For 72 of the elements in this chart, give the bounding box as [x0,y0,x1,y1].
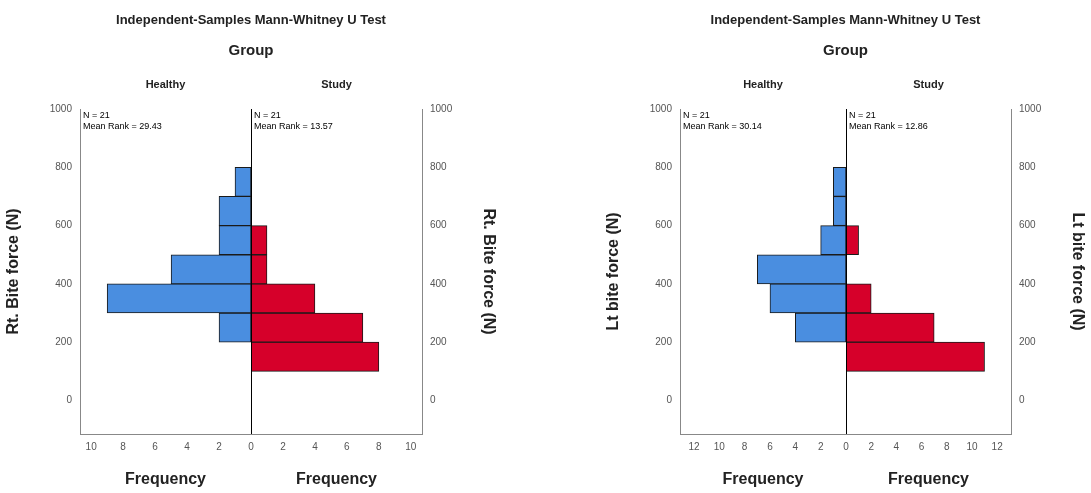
y-tick-label: 200 [1019,335,1037,347]
y-tick-label: 1000 [49,102,73,114]
x-tick-label: 10 [405,440,417,452]
y-tick-label: 800 [430,161,448,173]
y-axis-title: Rt. Bite force (N) [480,208,498,335]
x-tick-label: 8 [741,440,748,452]
x-axis-title: Frequency [125,469,207,487]
annotation: N = 21 [849,109,876,120]
annotation: Mean Rank = 29.43 [83,120,162,131]
x-tick-label: 4 [312,440,319,452]
y-tick-label: 200 [655,335,673,347]
chart-subtitle: Group [822,41,869,58]
annotation: N = 21 [254,109,281,120]
text: Healthy [144,78,187,90]
annotation: Mean Rank = 13.57 [254,120,333,131]
y-tick-label: 0 [430,394,436,406]
x-tick-label: 0 [843,440,850,452]
chart-title: Independent-Samples Mann-Whitney U Test [115,12,387,27]
y-tick-label: 0 [1019,394,1025,406]
x-axis-title: Frequency [296,469,378,487]
y-tick-label: 800 [1019,161,1037,173]
y-tick-label: 1000 [430,102,453,114]
x-tick-label: 6 [152,440,159,452]
y-tick-label: 400 [655,277,673,289]
x-tick-label: 12 [991,440,1004,452]
chart-title: Independent-Samples Mann-Whitney U Test [709,12,982,27]
y-axis-title: Rt. Bite force (N) [4,208,22,335]
y-tick-label: 200 [430,335,448,347]
x-tick-label: 4 [184,440,191,452]
x-tick-label: 6 [918,440,925,452]
y-tick-label: 600 [55,219,73,231]
x-tick-label: 6 [344,440,351,452]
text: Study [912,78,945,90]
x-axis-title: Frequency [722,469,804,487]
y-tick-label: 800 [655,161,673,173]
x-tick-label: 8 [376,440,383,452]
y-tick-label: 800 [55,161,73,173]
text: Study [320,78,353,90]
x-tick-label: 2 [216,440,223,452]
x-tick-label: 4 [792,440,799,452]
x-axis-title: Frequency [888,469,970,487]
y-tick-label: 0 [666,394,673,406]
x-tick-label: 2 [868,440,875,452]
y-tick-label: 600 [430,219,448,231]
annotation: N = 21 [683,109,710,120]
chart-subtitle: Group [227,41,275,58]
annotation: Mean Rank = 12.86 [849,120,928,131]
x-tick-label: 12 [688,440,700,452]
y-axis-title: Lt bite force (N) [1069,212,1087,331]
y-tick-label: 0 [66,394,73,406]
y-tick-label: 1000 [649,102,673,114]
y-tick-label: 400 [55,277,73,289]
x-tick-label: 0 [248,440,255,452]
annotation: N = 21 [83,109,110,120]
x-tick-label: 4 [893,440,900,452]
y-tick-label: 1000 [1019,102,1042,114]
y-tick-label: 600 [655,219,673,231]
y-axis-title: Lt bite force (N) [604,212,622,331]
x-tick-label: 2 [280,440,287,452]
text: Healthy [742,78,784,90]
x-tick-label: 10 [713,440,726,452]
x-tick-label: 2 [817,440,824,452]
annotation: Mean Rank = 30.14 [683,120,762,131]
y-tick-label: 400 [430,277,448,289]
x-tick-label: 8 [120,440,127,452]
x-tick-label: 6 [767,440,774,452]
x-tick-label: 8 [943,440,950,452]
y-tick-label: 200 [55,335,73,347]
x-tick-label: 10 [966,440,978,452]
y-tick-label: 600 [1019,219,1037,231]
x-tick-label: 10 [85,440,98,452]
y-tick-label: 400 [1019,277,1037,289]
